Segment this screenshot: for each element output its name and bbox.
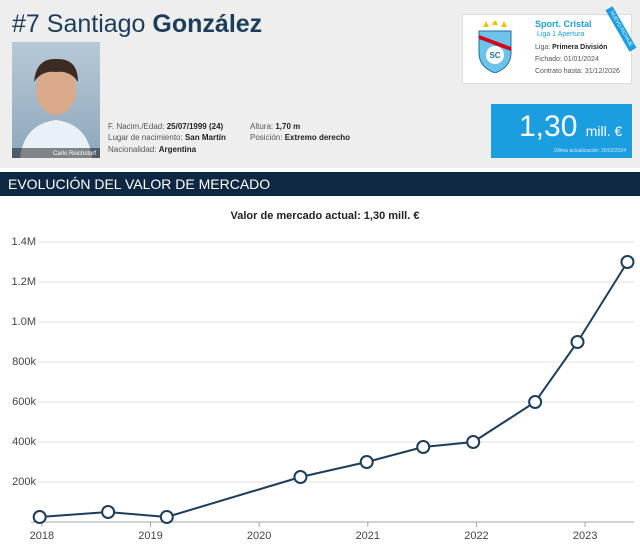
x-tick-label: 2018	[30, 530, 54, 542]
club-marker	[359, 455, 374, 469]
value-line	[39, 261, 629, 519]
x-tick-label: 2019	[138, 530, 162, 542]
club-marker	[528, 395, 543, 409]
club-row: Contrato hasta: 31/12/2026	[535, 68, 620, 75]
new-signing-ribbon: NUEVO FICHAJE	[605, 6, 637, 52]
club-name[interactable]: Sport. Cristal	[535, 19, 592, 29]
club-box[interactable]: SC Sport. Cristal Liga 1 Apertura Liga: …	[462, 6, 637, 84]
info-label: Lugar de nacimiento:	[108, 133, 183, 142]
shirt-number: #7	[12, 10, 40, 38]
photo-drawing	[12, 58, 100, 158]
section-title: EVOLUCIÓN DEL VALOR DE MERCADO	[8, 176, 271, 192]
x-tick-label: 2020	[247, 530, 271, 542]
club-marker	[570, 335, 585, 349]
market-value-number: 1,30	[519, 110, 578, 143]
info-birth: F. Nacim./Edad: 25/07/1999 (24)	[108, 122, 223, 131]
club-row-label: Fichado:	[535, 56, 562, 63]
market-value-unit: mill. €	[585, 123, 623, 139]
chart-title: Valor de mercado actual: 1,30 mill. €	[231, 210, 420, 222]
y-tick-label: 800k	[12, 356, 36, 368]
club-marker	[159, 510, 174, 524]
svg-text:SC: SC	[489, 51, 500, 60]
info-position: Posición: Extremo derecho	[250, 133, 350, 142]
photo-credit: Carlo Reichstorf	[52, 151, 96, 157]
y-tick-label: 200k	[12, 476, 36, 488]
last-update: Última actualización: 26/02/2024	[553, 148, 626, 154]
club-marker	[416, 440, 431, 454]
info-label: Altura:	[250, 122, 274, 131]
section-header: EVOLUCIÓN DEL VALOR DE MERCADO	[0, 172, 640, 196]
club-row: Fichado: 01/01/2024	[535, 56, 599, 63]
player-name: #7 Santiago González	[12, 10, 262, 39]
x-tick-label: 2022	[464, 530, 488, 542]
club-marker	[293, 470, 308, 484]
club-row: Liga: Primera División	[535, 44, 607, 51]
info-value: Extremo derecho	[284, 133, 351, 142]
y-tick-label: 400k	[12, 436, 36, 448]
info-label: Nacionalidad:	[108, 145, 157, 154]
info-value: 25/07/1999 (24)	[166, 122, 224, 131]
y-tick-label: 1.4M	[12, 236, 36, 248]
club-row-value: Primera División	[552, 44, 608, 51]
club-marker	[32, 510, 47, 524]
club-marker	[101, 505, 116, 519]
first-name: Santiago	[46, 10, 146, 38]
info-label: Posición:	[250, 133, 283, 142]
y-tick-label: 600k	[12, 396, 36, 408]
club-row-value: 01/01/2024	[563, 56, 599, 63]
x-tick-label: 2021	[356, 530, 380, 542]
y-tick-label: 1.0M	[12, 316, 36, 328]
y-tick-label: 1.2M	[12, 276, 36, 288]
club-row-label: Liga:	[535, 44, 551, 51]
last-name: González	[152, 10, 263, 38]
info-nationality: Nacionalidad: Argentina	[108, 145, 196, 154]
chart: Valor de mercado actual: 1,30 mill. € 20…	[12, 210, 635, 542]
club-marker	[466, 435, 481, 449]
market-value: 1,30 mill. €	[519, 110, 622, 144]
info-value: 1,70 m	[275, 122, 301, 131]
league-badge[interactable]: Liga 1 Apertura	[537, 31, 585, 38]
info-label: F. Nacim./Edad:	[108, 122, 165, 131]
info-height: Altura: 1,70 m	[250, 122, 300, 131]
club-crest: SC	[478, 21, 512, 73]
club-marker	[620, 255, 635, 269]
x-tick-label: 2023	[573, 530, 597, 542]
info-value: Argentina	[158, 145, 197, 154]
player-photo: Carlo Reichstorf	[12, 42, 100, 158]
market-value-box[interactable]: 1,30 mill. € Última actualización: 26/02…	[491, 104, 632, 158]
info-birthplace: Lugar de nacimiento: San Martín	[108, 133, 226, 142]
club-row-label: Contrato hasta:	[535, 68, 583, 75]
club-row-value: 31/12/2026	[584, 68, 620, 75]
info-value: San Martín	[184, 133, 226, 142]
